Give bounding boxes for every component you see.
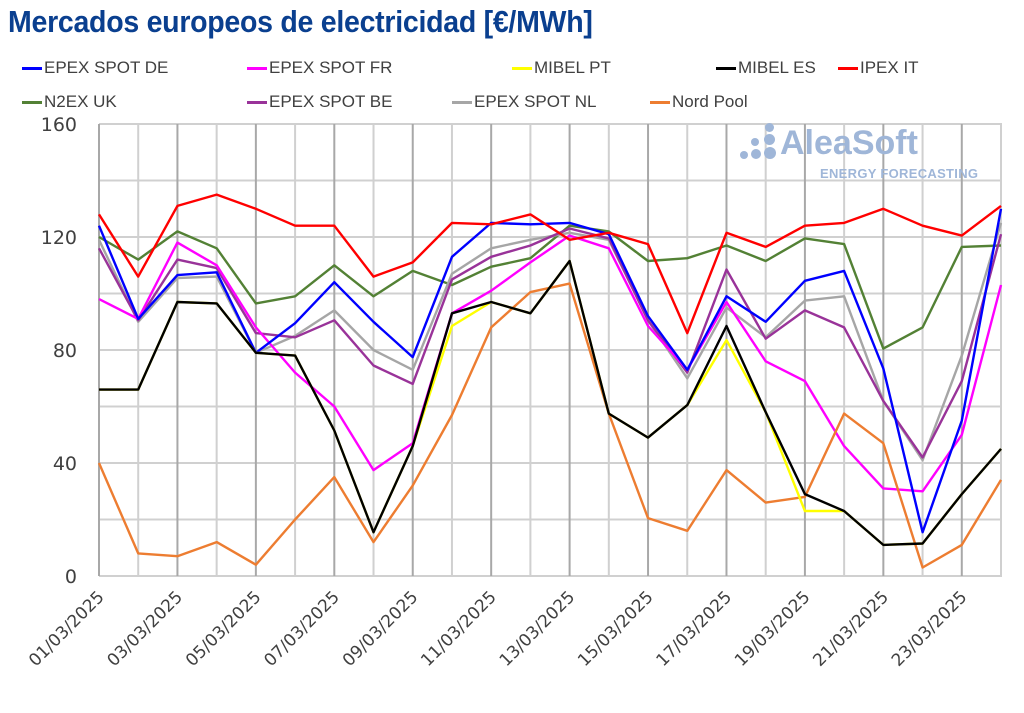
legend-label: MIBEL ES (738, 58, 816, 77)
watermark-tagline: ENERGY FORECASTING (820, 166, 979, 181)
x-tick-label: 03/03/2025 (104, 587, 187, 670)
y-tick-label: 0 (65, 566, 77, 588)
series-line-epex-spot-be (97, 227, 1003, 459)
aleasoft-watermark: AleaSoft ENERGY FORECASTING (738, 123, 988, 182)
legend-swatch (247, 100, 267, 104)
x-tick-label: 15/03/2025 (574, 587, 657, 670)
legend-item: MIBEL ES (716, 58, 816, 78)
x-tick-label: 11/03/2025 (417, 587, 500, 670)
legend-label: Nord Pool (672, 92, 748, 111)
legend-label: EPEX SPOT FR (269, 58, 393, 77)
x-tick-label: 17/03/2025 (653, 587, 736, 670)
series-line-epex-spot-nl (97, 222, 1003, 462)
legend-swatch (650, 100, 670, 104)
y-tick-label: 120 (41, 227, 77, 249)
series-lines (97, 193, 1003, 569)
grid-lines (98, 123, 1002, 577)
x-tick-label: 05/03/2025 (182, 587, 265, 670)
y-axis-ticks: 0 40 80 120 160 (41, 114, 77, 588)
legend-label: EPEX SPOT NL (474, 92, 597, 111)
y-tick-label: 80 (53, 340, 77, 362)
legend-item: EPEX SPOT DE (22, 58, 168, 78)
x-tick-label: 23/03/2025 (888, 587, 971, 670)
legend-swatch (512, 66, 532, 70)
legend-item: MIBEL PT (512, 58, 611, 78)
series-line-ipex-it (97, 193, 1002, 335)
x-tick-label: 07/03/2025 (260, 587, 343, 670)
legend-label: EPEX SPOT BE (269, 92, 393, 111)
chart-title: Mercados europeos de electricidad [€/MWh… (8, 4, 593, 39)
x-tick-label: 19/03/2025 (731, 587, 814, 670)
legend-item: IPEX IT (838, 58, 919, 78)
series-line-n2ex-uk (98, 224, 1002, 350)
legend-swatch (452, 100, 472, 104)
legend-swatch (22, 66, 42, 70)
x-tick-label: 21/03/2025 (809, 587, 892, 670)
legend-item: N2EX UK (22, 92, 117, 112)
x-axis-ticks: 01/03/202503/03/202505/03/202507/03/2025… (25, 587, 971, 670)
x-tick-label: 01/03/2025 (25, 587, 108, 670)
watermark-brand: AleaSoft (780, 124, 918, 162)
legend-label: MIBEL PT (534, 58, 611, 77)
legend-item: EPEX SPOT FR (247, 58, 392, 78)
legend-swatch (838, 66, 858, 70)
y-tick-label: 40 (53, 453, 77, 475)
legend-swatch (716, 66, 736, 70)
legend-swatch (22, 100, 42, 104)
series-line-mibel-es (99, 259, 1002, 547)
series-line-epex-spot-de (97, 208, 1003, 534)
y-tick-label: 160 (41, 114, 77, 136)
series-line-epex-spot-fr (98, 234, 1003, 493)
legend-item: Nord Pool (650, 92, 748, 112)
x-tick-label: 13/03/2025 (496, 587, 579, 670)
legend-label: EPEX SPOT DE (44, 58, 169, 77)
legend-swatch (247, 66, 267, 70)
legend-item: EPEX SPOT BE (247, 92, 392, 112)
legend-label: N2EX UK (44, 92, 117, 111)
x-tick-label: 09/03/2025 (339, 587, 422, 670)
legend-label: IPEX IT (860, 58, 919, 77)
legend-item: EPEX SPOT NL (452, 92, 597, 112)
